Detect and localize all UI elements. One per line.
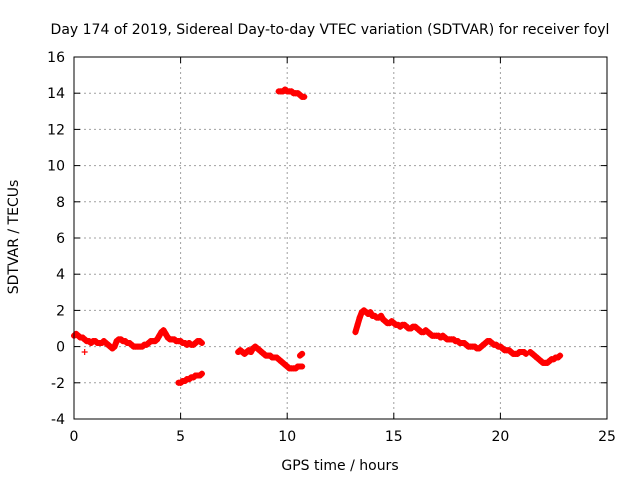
axis-ticks: 0 5 10 15 20 25 -4 -2 0 2 4 6 8 10 12 14 16 xyxy=(47,50,616,445)
chart-title: Day 174 of 2019, Sidereal Day-to-day VTE… xyxy=(51,22,610,38)
y-tick-label: 8 xyxy=(56,195,65,211)
series-segment-3 xyxy=(235,343,306,372)
x-tick-label: 5 xyxy=(176,429,185,445)
series-segment-4 xyxy=(275,86,308,100)
x-axis-label: GPS time / hours xyxy=(281,458,398,474)
y-tick-label: 4 xyxy=(56,267,65,283)
series-segment-1-outlier xyxy=(81,349,88,356)
x-tick-label: 25 xyxy=(598,429,616,445)
x-tick-label: 20 xyxy=(491,429,509,445)
y-tick-label: 10 xyxy=(47,159,65,175)
data-point xyxy=(81,349,88,356)
series-segment-6 xyxy=(527,349,564,366)
grid-lines xyxy=(74,57,607,419)
data-point xyxy=(299,363,306,370)
data-point xyxy=(557,352,564,359)
y-tick-label: 16 xyxy=(47,50,65,66)
x-tick-label: 0 xyxy=(70,429,79,445)
series-segment-5 xyxy=(352,307,529,357)
data-point xyxy=(198,339,205,346)
y-tick-label: 12 xyxy=(47,122,65,138)
y-tick-label: 2 xyxy=(56,303,65,319)
series-segment-3-end xyxy=(296,350,306,359)
y-axis-label: SDTVAR / TECUs xyxy=(6,180,22,295)
data-points xyxy=(71,86,564,386)
data-point xyxy=(299,350,306,357)
x-tick-label: 10 xyxy=(278,429,296,445)
series-segment-1 xyxy=(71,327,205,352)
y-tick-label: -2 xyxy=(51,376,65,392)
y-tick-label: 6 xyxy=(56,231,65,247)
x-tick-label: 15 xyxy=(385,429,403,445)
y-tick-label: 14 xyxy=(47,86,65,102)
series-segment-2 xyxy=(175,370,205,386)
y-tick-label: 0 xyxy=(56,340,65,356)
data-point xyxy=(301,93,308,100)
data-point xyxy=(198,370,205,377)
y-tick-label: -4 xyxy=(51,412,65,428)
